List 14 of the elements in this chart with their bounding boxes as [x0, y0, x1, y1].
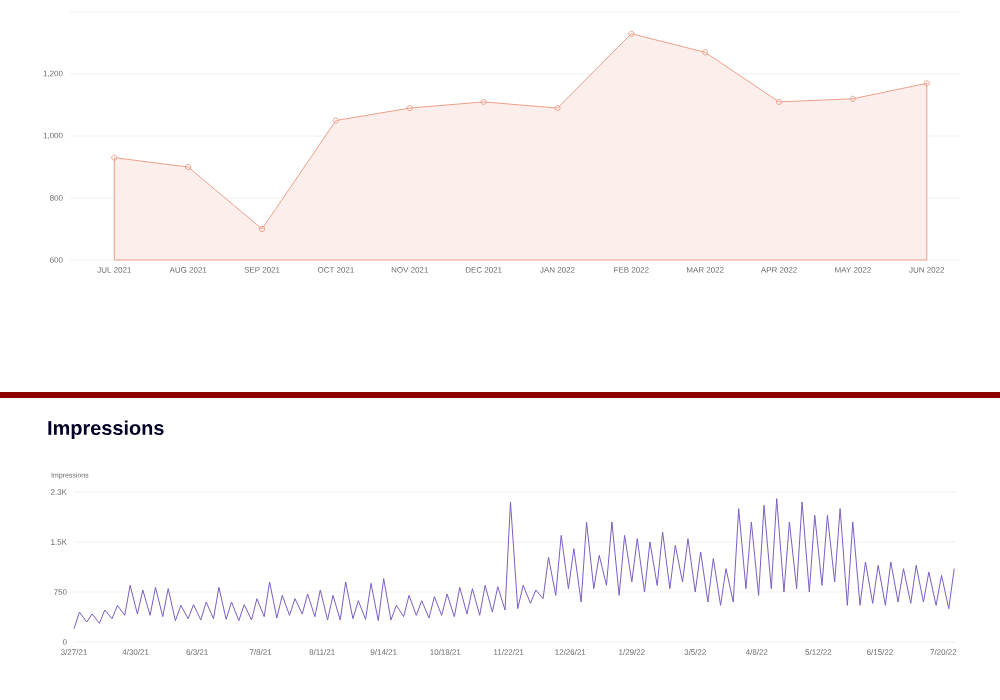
point: [111, 154, 118, 161]
point: [775, 98, 783, 105]
point: [628, 30, 635, 37]
point: [406, 105, 413, 112]
chart-title: Impressions: [48, 420, 164, 439]
point: [554, 105, 561, 112]
point: [849, 95, 857, 102]
line-series: [73, 498, 955, 630]
point: [923, 80, 930, 87]
point: [185, 163, 192, 171]
point: [480, 98, 487, 105]
point: [332, 117, 339, 124]
point: [702, 49, 709, 56]
point: [258, 225, 266, 233]
